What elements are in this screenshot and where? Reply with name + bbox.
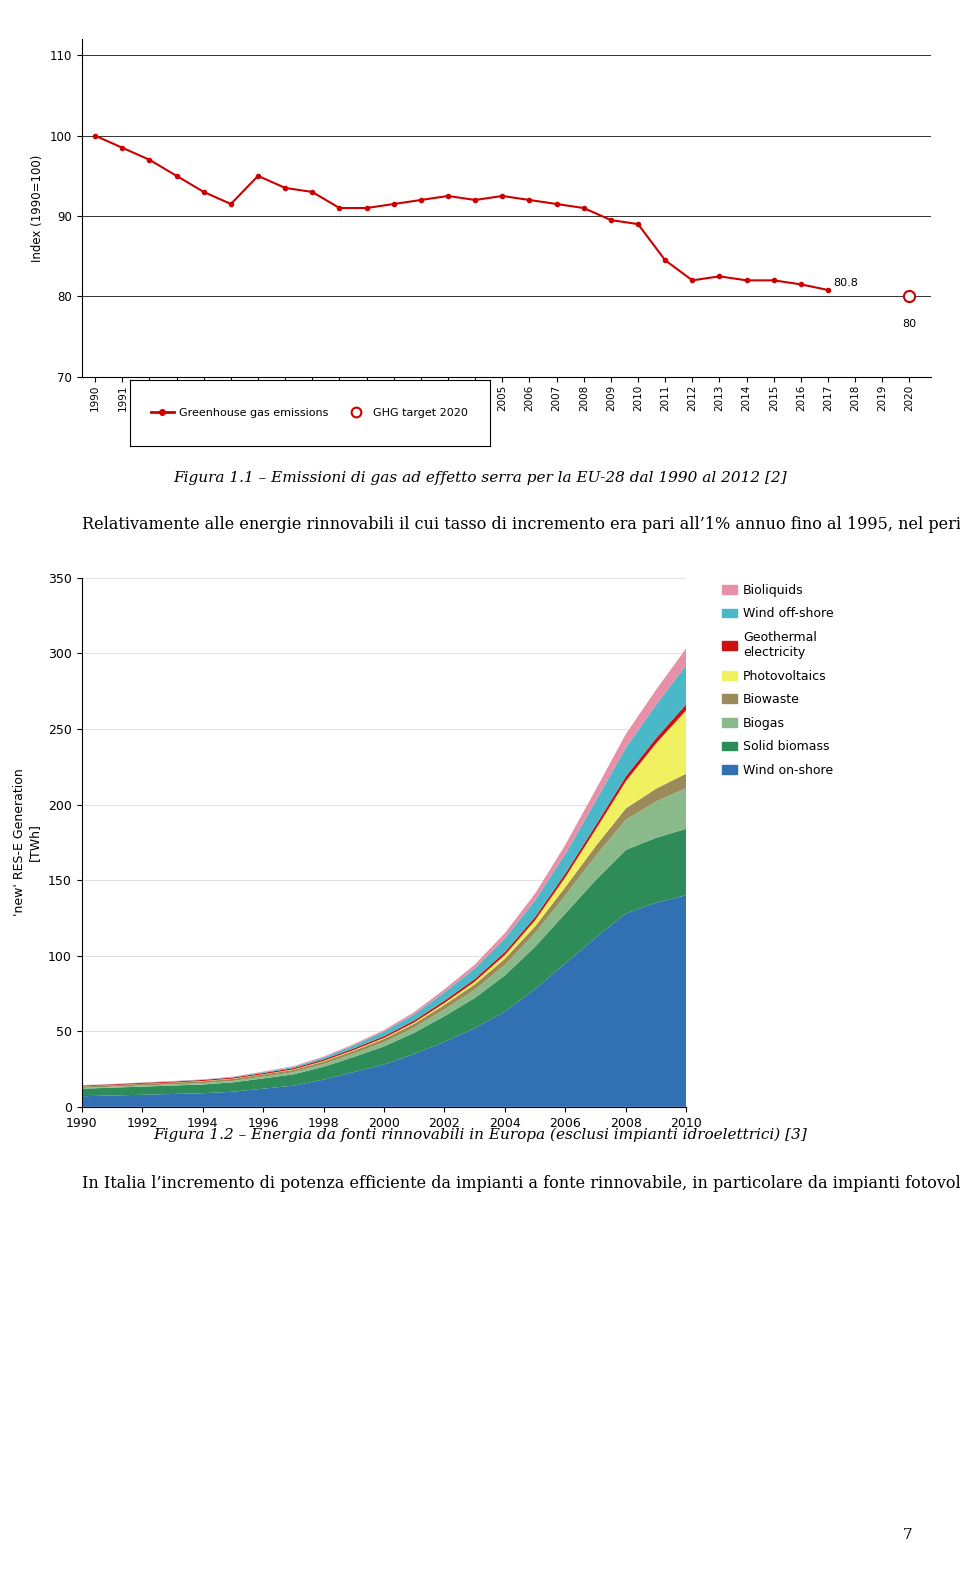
Text: 80.8: 80.8 [833,278,858,287]
Y-axis label: 'new' RES-E Generation
[TWh]: 'new' RES-E Generation [TWh] [13,768,41,917]
Text: Relativamente alle energie rinnovabili il cui tasso di incremento era pari all’1: Relativamente alle energie rinnovabili i… [82,515,960,532]
Legend: Bioliquids, Wind off-shore, Geothermal
electricity, Photovoltaics, Biowaste, Bio: Bioliquids, Wind off-shore, Geothermal e… [717,579,839,782]
Y-axis label: Index (1990=100): Index (1990=100) [31,154,44,262]
Legend: Greenhouse gas emissions, GHG target 2020: Greenhouse gas emissions, GHG target 202… [147,403,472,422]
Text: 80: 80 [902,319,917,330]
Text: In Italia l’incremento di potenza efficiente da impianti a fonte rinnovabile, in: In Italia l’incremento di potenza effici… [82,1174,960,1192]
Text: Figura 1.2 – Energia da fonti rinnovabili in Europa (esclusi impianti idroelettr: Figura 1.2 – Energia da fonti rinnovabil… [153,1127,807,1141]
Text: 7: 7 [902,1528,912,1542]
Text: Figura 1.1 – Emissioni di gas ad effetto serra per la EU-28 dal 1990 al 2012 [2]: Figura 1.1 – Emissioni di gas ad effetto… [173,471,787,485]
